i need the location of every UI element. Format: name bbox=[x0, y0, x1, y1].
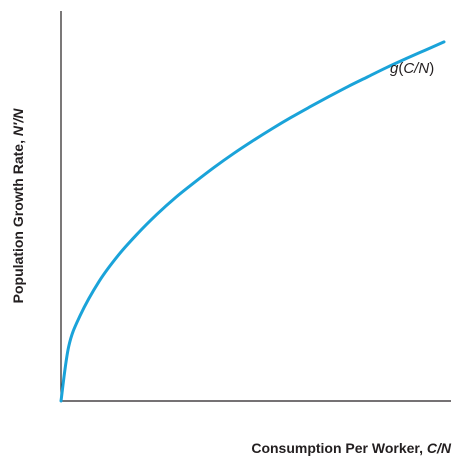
series-label-variable: C/N bbox=[403, 60, 429, 77]
series-label-function: g bbox=[390, 60, 399, 77]
y-axis-title-variable: N′/N bbox=[10, 108, 26, 136]
x-axis-title-text: Consumption Per Worker, bbox=[251, 440, 427, 456]
x-axis-title: Consumption Per Worker, C/N bbox=[251, 440, 452, 456]
x-axis-title-variable: C/N bbox=[427, 440, 452, 456]
series-label-open-paren: ( bbox=[398, 60, 403, 77]
series-label-close-paren: ) bbox=[429, 60, 434, 77]
y-axis-title: Population Growth Rate, N′/N bbox=[10, 108, 26, 304]
series-curve-g bbox=[59, 40, 446, 403]
series-label: g(C/N) bbox=[390, 60, 434, 77]
y-axis-title-text: Population Growth Rate, bbox=[10, 136, 26, 303]
